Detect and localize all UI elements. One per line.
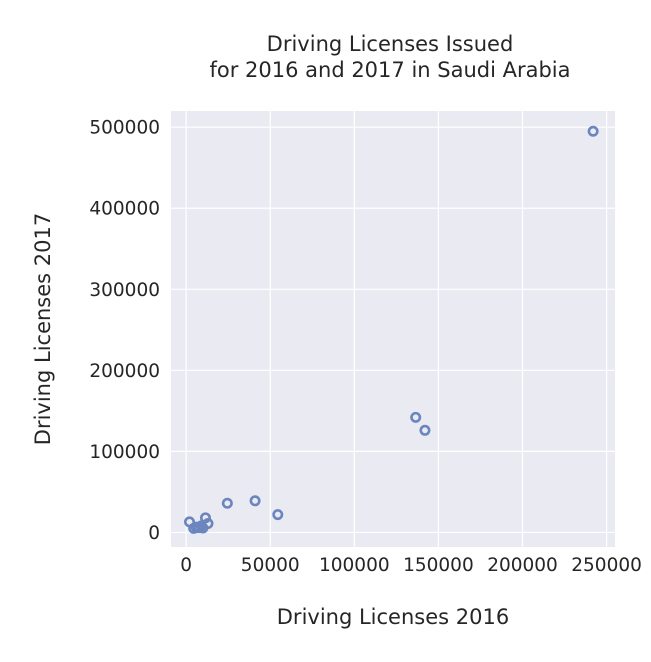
x-tick-label: 250000 — [571, 555, 642, 576]
data-point — [193, 522, 205, 534]
x-tick-label: 100000 — [319, 555, 390, 576]
x-tick-label: 50000 — [241, 555, 300, 576]
data-point — [197, 522, 209, 534]
x-tick-label: 150000 — [403, 555, 474, 576]
y-tick-labels: 0 100000 200000 300000 400000 500000 — [89, 118, 160, 544]
data-point — [249, 495, 261, 507]
chart-title-line-2: for 2016 and 2017 in Saudi Arabia — [209, 58, 570, 82]
y-tick-label: 0 — [148, 523, 160, 544]
data-point — [272, 509, 284, 521]
y-tick-label: 100000 — [89, 442, 160, 463]
x-tick-label: 0 — [180, 555, 192, 576]
grid-lines — [171, 111, 615, 547]
y-tick-label: 400000 — [89, 199, 160, 220]
x-tick-label: 200000 — [487, 555, 558, 576]
data-point — [221, 497, 233, 509]
x-tick-labels: 0 50000 100000 150000 200000 250000 — [180, 555, 642, 576]
plot-area — [171, 111, 615, 547]
data-point — [199, 512, 211, 524]
data-point — [410, 411, 422, 423]
chart-title-line-1: Driving Licenses Issued — [267, 32, 514, 56]
data-point — [419, 424, 431, 436]
y-tick-label: 200000 — [89, 361, 160, 382]
x-axis-label: Driving Licenses 2016 — [277, 605, 509, 629]
data-point — [587, 125, 599, 137]
y-tick-label: 500000 — [89, 118, 160, 139]
data-points — [184, 125, 599, 534]
y-axis-label: Driving Licenses 2017 — [31, 213, 55, 445]
y-tick-label: 300000 — [89, 280, 160, 301]
